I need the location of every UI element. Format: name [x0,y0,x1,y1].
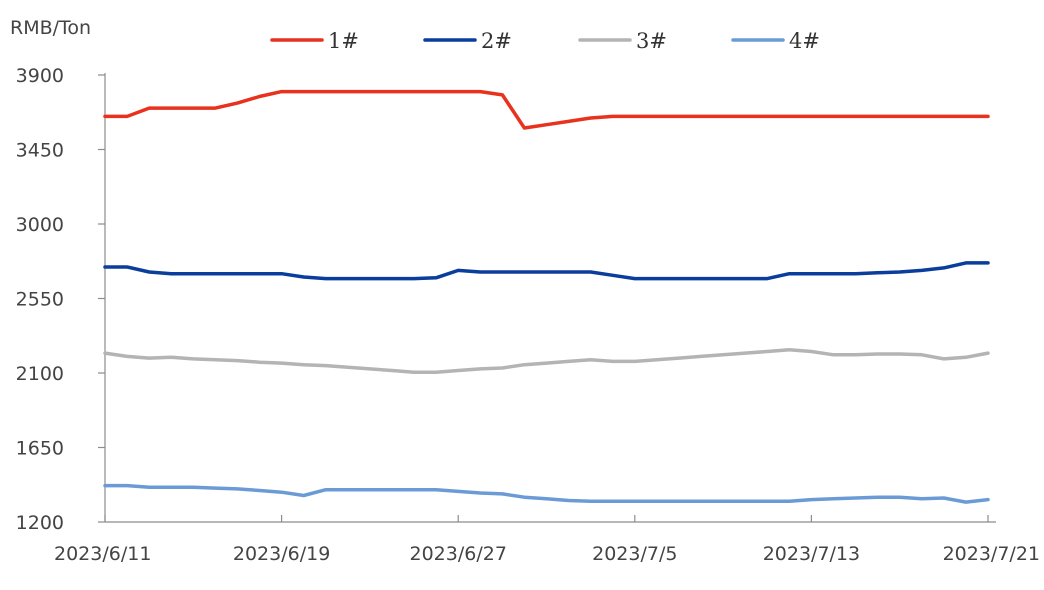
series-line-1 [103,89,990,130]
x-tick-label: 2023/6/19 [233,543,330,565]
y-tick-label: 2550 [16,289,64,311]
legend: 1# 2# 3# 4# [270,29,820,53]
legend-label-2: 2# [481,29,512,53]
y-tick-label: 1200 [16,512,64,534]
x-tick-label: 2023/7/21 [943,543,1040,565]
x-axis: 2023/6/11 2023/6/19 2023/6/27 2023/7/5 2023/… [54,515,1040,565]
legend-label-4: 4# [789,29,820,53]
x-tick-label: 2023/7/13 [763,543,860,565]
y-axis: 1200 1650 2100 2550 3000 3450 3900 [16,65,106,534]
x-tick-label: 2023/7/5 [592,543,677,565]
legend-label-3: 3# [636,29,667,53]
y-tick-label: 3000 [16,214,64,236]
y-tick-label: 3900 [16,65,64,87]
y-tick-label: 1650 [16,438,64,460]
series-line-2 [103,261,990,281]
series-line-3 [103,348,990,374]
series-line-4 [103,483,990,504]
x-tick-label: 2023/6/11 [54,543,151,565]
y-axis-unit-label: RMB/Ton [10,17,91,39]
x-tick-label: 2023/6/27 [409,543,506,565]
y-tick-label: 2100 [16,363,64,385]
legend-label-1: 1# [328,29,359,53]
y-tick-label: 3450 [16,140,64,162]
series-lines [103,89,990,504]
